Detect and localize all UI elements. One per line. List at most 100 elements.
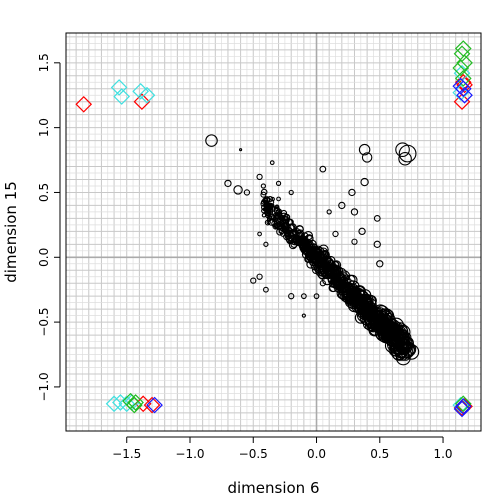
data-point-circle bbox=[269, 160, 275, 166]
data-point-diamond bbox=[75, 95, 93, 113]
y-tick-label: −0.5 bbox=[37, 308, 51, 337]
y-tick-label: 0.0 bbox=[37, 248, 51, 267]
data-point-circle bbox=[348, 188, 356, 197]
data-point-circle bbox=[385, 333, 398, 347]
data-point-circle bbox=[381, 327, 397, 343]
data-point-circle bbox=[243, 189, 251, 196]
y-tick-label: 1.5 bbox=[37, 53, 51, 72]
data-point-circle bbox=[287, 237, 295, 244]
data-point-circle bbox=[351, 302, 362, 313]
x-tick-label: 0.5 bbox=[370, 447, 389, 461]
grid bbox=[66, 33, 482, 431]
data-point-diamond bbox=[110, 79, 128, 96]
data-point-circle bbox=[289, 223, 297, 231]
data-point-circle bbox=[273, 205, 280, 211]
data-point-circle bbox=[326, 209, 332, 215]
data-point-circle bbox=[319, 264, 331, 275]
data-point-diamond bbox=[453, 93, 471, 111]
data-point-circle bbox=[267, 213, 275, 221]
x-tick-label: 1.0 bbox=[433, 447, 452, 461]
data-point-circle bbox=[287, 234, 295, 242]
data-point-circle bbox=[358, 143, 371, 156]
data-point-circle bbox=[292, 236, 301, 245]
data-point-circle bbox=[260, 191, 267, 198]
data-point-circle bbox=[263, 202, 269, 209]
data-point-circle bbox=[369, 317, 382, 330]
y-tick-label: 1.0 bbox=[37, 118, 51, 137]
data-point-circle bbox=[403, 344, 420, 360]
x-tick-label: 0.0 bbox=[307, 447, 326, 461]
data-point-circle bbox=[275, 180, 282, 187]
data-point-circle bbox=[401, 342, 417, 357]
y-axis-label: dimension 15 bbox=[2, 181, 20, 283]
data-point-circle bbox=[275, 222, 283, 231]
data-point-circle bbox=[338, 201, 346, 210]
data-point-diamond bbox=[452, 84, 470, 101]
data-point-circle bbox=[333, 266, 344, 276]
data-point-circle bbox=[224, 179, 232, 188]
data-point-circle bbox=[260, 188, 268, 196]
data-point-diamond bbox=[138, 86, 156, 104]
data-point-circle bbox=[311, 250, 322, 261]
data-point-circle bbox=[318, 247, 329, 258]
x-tick-label: −1.5 bbox=[112, 447, 141, 461]
x-axis: −1.5 −1.0 −0.5 0.0 0.5 1.0 bbox=[112, 436, 453, 461]
data-point-diamond bbox=[456, 54, 473, 72]
x-tick-label: −1.0 bbox=[175, 447, 204, 461]
data-point-diamond bbox=[113, 88, 131, 105]
data-point-diamond bbox=[146, 396, 163, 414]
data-point-circle bbox=[319, 280, 326, 287]
data-point-circle bbox=[358, 227, 366, 236]
data-point-circle bbox=[288, 189, 294, 196]
data-point-circle bbox=[324, 257, 334, 266]
data-point-circle bbox=[373, 214, 381, 222]
data-point-circle bbox=[260, 183, 267, 189]
data-point-diamond bbox=[456, 86, 473, 104]
data-point-circle bbox=[376, 260, 384, 268]
data-point-circle bbox=[332, 230, 339, 238]
data-point-diamond bbox=[143, 396, 161, 414]
data-point-circle bbox=[257, 231, 262, 237]
y-axis: −1.0 −0.5 0.0 0.5 1.0 1.5 bbox=[37, 53, 61, 401]
data-point-circle bbox=[312, 266, 320, 275]
data-point-circle bbox=[314, 257, 325, 268]
plot-frame bbox=[65, 32, 482, 432]
y-tick-label: −1.0 bbox=[37, 372, 51, 401]
data-point-diamond bbox=[118, 395, 136, 413]
data-point-circle bbox=[342, 292, 354, 304]
data-point-diamond bbox=[452, 396, 470, 414]
data-point-diamond bbox=[112, 394, 129, 411]
data-point-circle bbox=[301, 313, 306, 318]
data-point-circle bbox=[250, 277, 257, 284]
data-point-diamond bbox=[127, 394, 144, 411]
data-point-circle bbox=[389, 322, 401, 335]
data-point-circle bbox=[205, 134, 218, 147]
data-point-diamond bbox=[454, 80, 472, 98]
data-point-circle bbox=[361, 152, 373, 163]
data-point-diamond bbox=[452, 59, 470, 77]
data-point-circle bbox=[239, 148, 243, 152]
data-point-diamond bbox=[133, 93, 151, 111]
data-point-circle bbox=[300, 238, 309, 246]
data-point-circle bbox=[401, 336, 414, 350]
data-point-diamond bbox=[454, 70, 472, 87]
data-point-circle bbox=[284, 226, 293, 236]
data-point-circle bbox=[361, 306, 375, 320]
data-point-circle bbox=[313, 293, 320, 300]
data-points bbox=[75, 40, 473, 418]
data-point-diamond bbox=[125, 396, 143, 414]
data-point-circle bbox=[373, 240, 381, 248]
data-point-circle bbox=[398, 144, 417, 163]
data-point-circle bbox=[350, 208, 359, 216]
data-point-circle bbox=[319, 165, 327, 173]
data-point-circle bbox=[279, 217, 287, 224]
data-point-circle bbox=[274, 212, 281, 219]
data-point-circle bbox=[362, 318, 374, 330]
reference-lines bbox=[66, 33, 481, 431]
data-point-circle bbox=[386, 329, 399, 341]
data-point-circle bbox=[333, 277, 346, 290]
data-point-circle bbox=[263, 241, 269, 247]
data-point-circle bbox=[288, 293, 295, 300]
data-point-circle bbox=[393, 326, 405, 339]
data-point-circle bbox=[256, 173, 263, 181]
